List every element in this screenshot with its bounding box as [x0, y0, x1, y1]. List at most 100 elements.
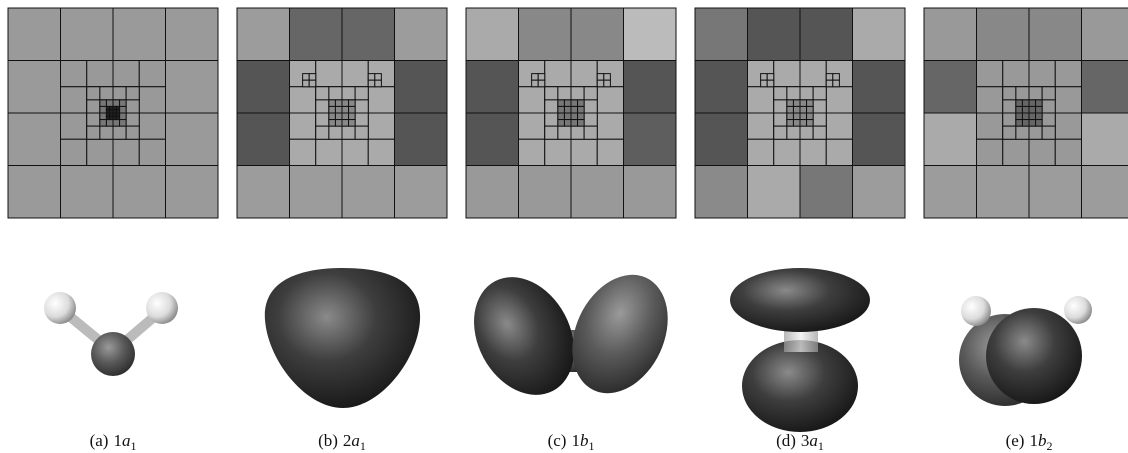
mesh-cell — [113, 8, 166, 61]
mesh-cell — [87, 100, 100, 113]
mesh-cell — [1029, 120, 1036, 127]
mesh-cell — [1036, 106, 1043, 113]
mesh-cell — [977, 166, 1030, 219]
mesh-cell — [1055, 113, 1081, 139]
hydrogen-atom — [44, 292, 76, 324]
mesh-cell — [571, 106, 578, 113]
mesh-cell — [316, 126, 329, 139]
mesh-cell — [813, 100, 826, 113]
orbital-lobe — [742, 340, 858, 432]
mesh-cell — [1036, 113, 1043, 120]
mesh-cell — [342, 126, 355, 139]
mesh-cell — [807, 113, 814, 120]
mesh-cell — [558, 113, 565, 120]
mesh-cell — [1003, 61, 1029, 87]
mesh-cell — [624, 61, 677, 114]
mesh-cell — [349, 113, 356, 120]
captions: (a)1a1(b)2a1(c)1b1(d)3a1(e)1b2 — [90, 431, 1053, 453]
mesh-cell — [1036, 120, 1043, 127]
mesh-cell — [113, 139, 139, 165]
mesh-cell — [767, 80, 774, 87]
mesh-cell — [1082, 61, 1128, 114]
mesh-cell — [61, 87, 87, 113]
mesh-cell — [368, 87, 394, 113]
mesh-cell — [977, 113, 1003, 139]
mesh-cell — [329, 113, 336, 120]
mesh-cell — [774, 61, 800, 87]
mesh-cell — [545, 87, 558, 100]
mesh-cell — [1055, 87, 1081, 113]
mesh-cell — [120, 106, 127, 113]
mesh-cell — [113, 166, 166, 219]
mesh-cell — [558, 106, 565, 113]
caption-label: (b) — [318, 431, 338, 450]
mesh-cell — [1042, 87, 1055, 100]
mesh-cell — [120, 113, 127, 120]
mesh-cell — [139, 87, 165, 113]
orbital-surface — [730, 268, 870, 432]
mesh-cell — [113, 100, 120, 107]
mesh-cell — [597, 113, 623, 139]
mesh-cell — [793, 120, 800, 127]
mesh-cell — [584, 126, 597, 139]
mesh-cell — [87, 126, 100, 139]
mesh-cell — [800, 166, 853, 219]
caption-symbol: b — [1038, 431, 1047, 450]
mesh-cell — [748, 87, 774, 113]
caption: (e)1b2 — [1006, 431, 1053, 453]
caption-index: 1 — [571, 431, 580, 450]
mesh-cell — [787, 87, 800, 100]
mesh-cell — [545, 100, 558, 113]
mesh-cell — [558, 87, 571, 100]
mesh-cell — [237, 8, 290, 61]
mesh-cell — [604, 80, 611, 87]
orbital-surface — [265, 268, 420, 408]
mesh-cell — [166, 8, 219, 61]
mesh-cell — [335, 113, 342, 120]
mesh-cell — [1042, 100, 1055, 113]
caption-symbol: a — [351, 431, 360, 450]
mesh-cell — [519, 8, 572, 61]
caption-index: 1 — [1029, 431, 1038, 450]
caption: (c)1b1 — [548, 431, 595, 453]
caption-label: (a) — [90, 431, 109, 450]
mesh-cell — [800, 113, 807, 120]
mesh-cell — [793, 106, 800, 113]
mesh-cell — [564, 113, 571, 120]
mesh-cell — [800, 139, 826, 165]
mesh-cell — [748, 8, 801, 61]
mesh-cell — [8, 8, 61, 61]
mesh-cell — [342, 8, 395, 61]
mesh-cell — [853, 166, 906, 219]
mesh-cell — [853, 61, 906, 114]
mesh-cell — [538, 74, 545, 81]
mesh-cell — [355, 87, 368, 100]
mesh-cell — [303, 80, 310, 87]
mesh-cell — [106, 120, 113, 127]
mesh-cell — [1055, 61, 1081, 87]
mesh-cell — [329, 126, 342, 139]
mesh-cell — [1029, 113, 1036, 120]
caption-label: (c) — [548, 431, 567, 450]
mesh-cell — [166, 166, 219, 219]
mesh-cell — [538, 80, 545, 87]
mesh-cell — [342, 139, 368, 165]
mesh-cell — [578, 106, 585, 113]
molecule — [44, 292, 178, 376]
mesh-cell — [8, 61, 61, 114]
hydrogen-atom — [961, 296, 991, 326]
mesh-cell — [116, 116, 119, 119]
mesh-cell — [342, 166, 395, 219]
mesh-cell — [1022, 120, 1029, 127]
oxygen-atom — [91, 332, 135, 376]
mesh-cell — [813, 113, 826, 126]
mesh-cell — [977, 61, 1003, 87]
mesh-cell — [1029, 126, 1042, 139]
mesh-cell — [807, 120, 814, 127]
mesh-cell — [166, 113, 219, 166]
mesh-cell — [139, 139, 165, 165]
mesh-cell — [807, 106, 814, 113]
mesh-cell — [309, 80, 316, 87]
mesh-cell — [1003, 100, 1016, 113]
mesh-cell — [545, 139, 571, 165]
